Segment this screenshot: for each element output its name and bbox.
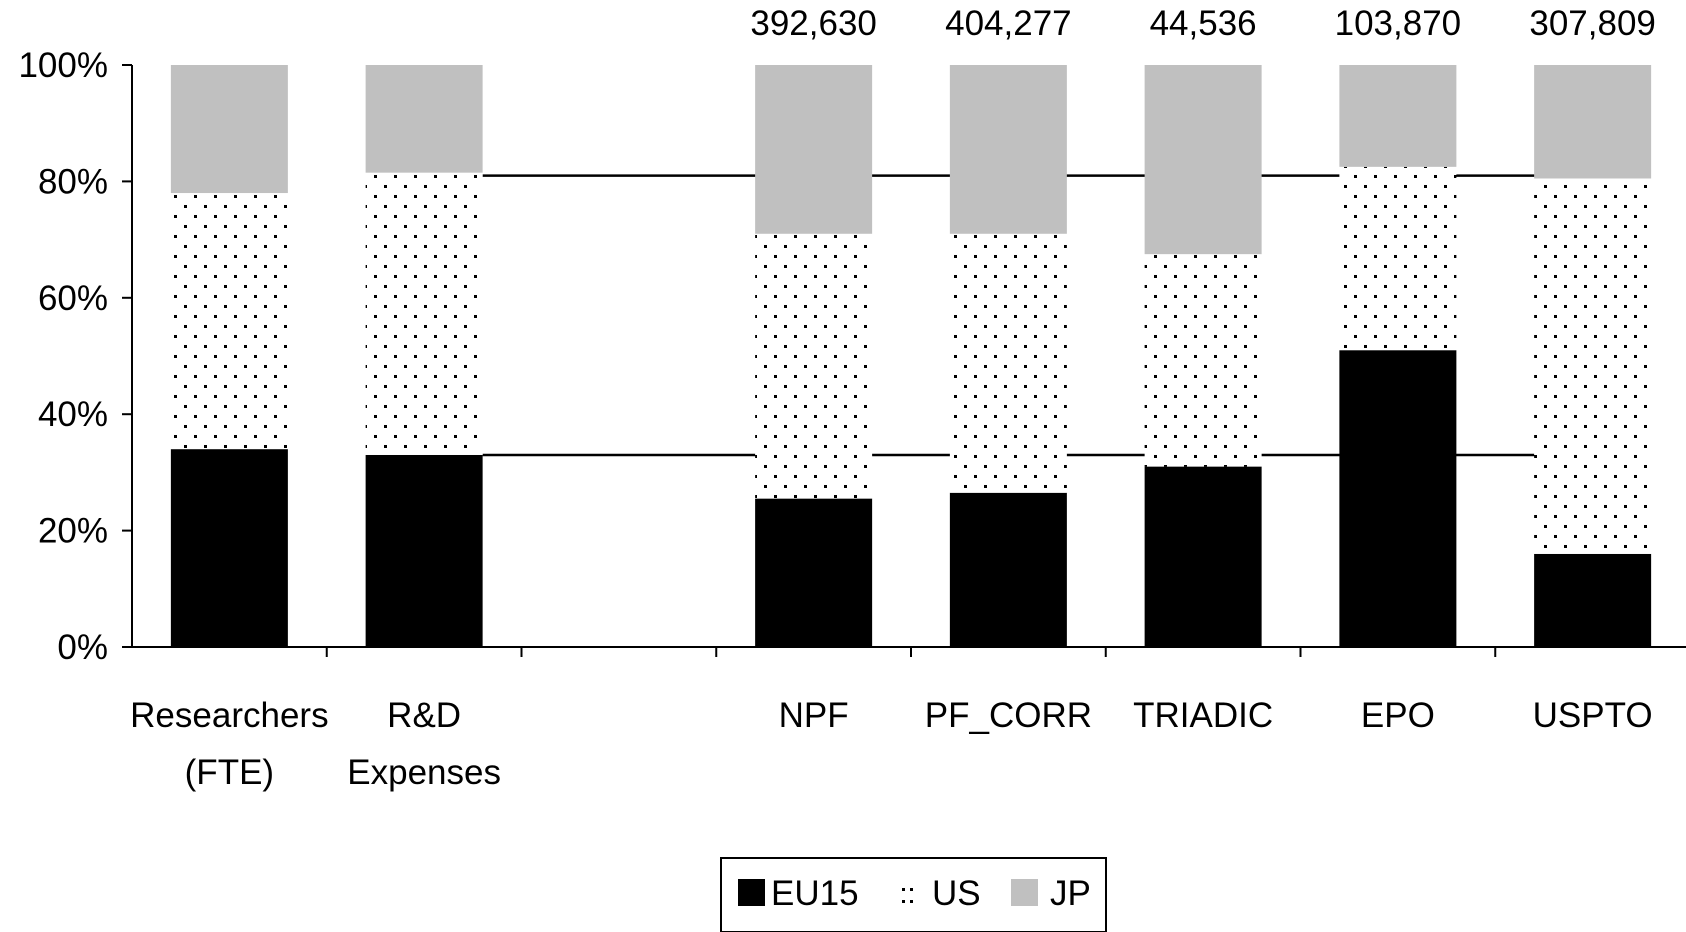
legend-swatch-jp (1011, 879, 1038, 906)
bar-us-3 (755, 233, 873, 499)
bar-jp-4 (949, 65, 1067, 234)
bar-jp-0 (170, 65, 288, 194)
bar-jp-6 (1339, 65, 1457, 167)
bar-jp-5 (1144, 65, 1262, 255)
bar-eu15-3 (755, 498, 873, 647)
bar-jp-3 (755, 65, 873, 234)
legend-swatch-eu15 (738, 879, 765, 906)
bar-us-5 (1144, 254, 1262, 467)
bar-eu15-1 (365, 454, 483, 647)
legend-label: JP (1050, 874, 1091, 913)
bar-jp-7 (1534, 65, 1652, 179)
legend-label: US (932, 874, 981, 913)
category-label: Researchers (130, 696, 328, 735)
bar-eu15-4 (949, 492, 1067, 647)
labels-group: 0% 20% 40% 60% 80% 100% Researchers (FTE) R&D Exp… (18, 4, 1655, 792)
bar-us-7 (1534, 178, 1652, 554)
y-tick-label: 60% (38, 279, 108, 318)
bar-total-label: 44,536 (1150, 4, 1257, 43)
legend-label: EU15 (771, 874, 859, 913)
y-tick-label: 40% (38, 395, 108, 434)
bar-total-label: 103,870 (1335, 4, 1462, 43)
bar-eu15-0 (170, 449, 288, 647)
category-label: TRIADIC (1133, 696, 1273, 735)
bar-us-4 (949, 233, 1067, 493)
category-label: R&D (387, 696, 461, 735)
category-label: (FTE) (185, 753, 274, 792)
category-label: Expenses (347, 753, 501, 792)
y-tick-label: 80% (38, 162, 108, 201)
y-tick-label: 20% (38, 512, 108, 551)
category-label: NPF (779, 696, 849, 735)
bar-us-1 (365, 172, 483, 455)
bar-jp-1 (365, 65, 483, 173)
category-label: USPTO (1533, 696, 1653, 735)
bar-total-label: 307,809 (1529, 4, 1656, 43)
legend-box (720, 857, 1107, 932)
axes-group (122, 64, 1686, 657)
legend-swatch-us (902, 888, 913, 903)
legend: EU15 US JP (720, 857, 1107, 932)
bar-eu15-6 (1339, 350, 1457, 647)
y-tick-label: 0% (57, 628, 108, 667)
y-tick-label: 100% (18, 46, 108, 85)
bar-eu15-5 (1144, 466, 1262, 647)
bar-total-label: 392,630 (750, 4, 877, 43)
bar-us-6 (1339, 166, 1457, 351)
category-label: EPO (1361, 696, 1435, 735)
bar-eu15-7 (1534, 553, 1652, 647)
bar-total-label: 404,277 (945, 4, 1072, 43)
category-label: PF_CORR (925, 696, 1092, 735)
bars-group (170, 65, 1652, 647)
bar-us-0 (170, 193, 288, 450)
